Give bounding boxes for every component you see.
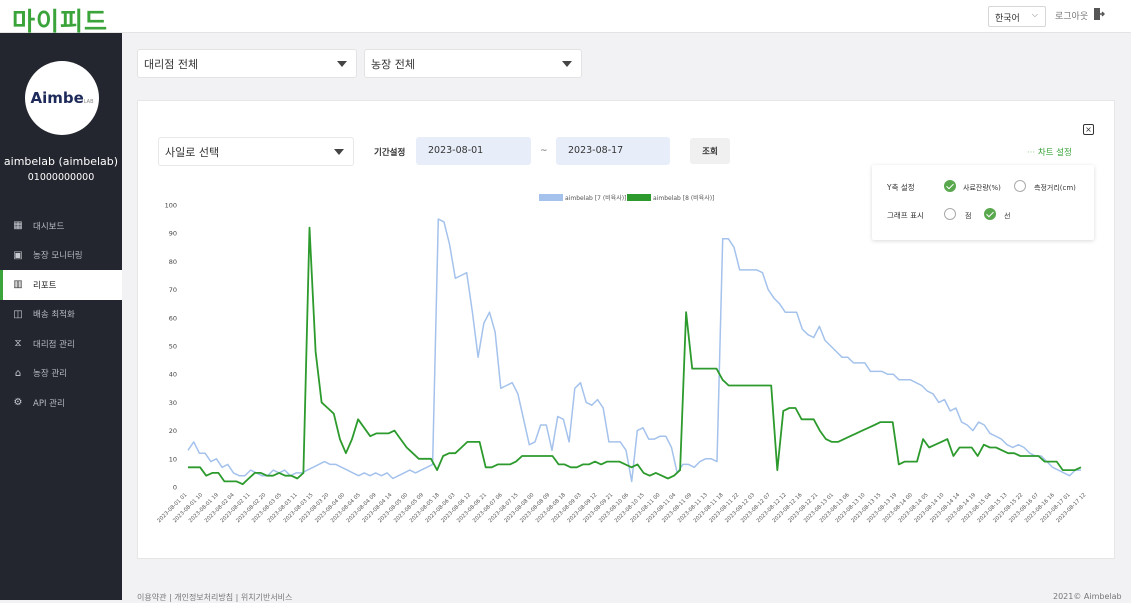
monitor-icon: ▣ [13, 249, 23, 261]
y-tick-label: 20 [169, 427, 177, 435]
sidebar-item-delivery[interactable]: ◫ 배송 최적화 [0, 300, 122, 330]
sidebar-item-agency[interactable]: ⧖ 대리점 관리 [0, 329, 122, 359]
date-to-input[interactable]: 2023-08-17 [556, 137, 670, 165]
language-label: 한국어 [995, 14, 1020, 24]
caret-down-icon [337, 61, 347, 67]
close-icon[interactable]: × [1083, 124, 1094, 135]
graph-option-line-radio[interactable] [984, 208, 996, 220]
y-tick-label: 0 [173, 484, 177, 492]
series-line-silo-8[interactable] [188, 226, 1082, 486]
agency-icon: ⧖ [14, 338, 22, 350]
y-tick-label: 10 [169, 455, 177, 463]
farm-select[interactable]: 농장 전체 [364, 49, 582, 78]
home-icon: ⌂ [14, 367, 22, 379]
chart-setting-link[interactable]: ··· 차트 설정 [1027, 146, 1072, 158]
sidebar: AimbeLAB aimbelab (aimbelab) 01000000000… [0, 33, 122, 600]
y-axis-setting-label: Y축 설정 [887, 183, 915, 192]
legend-label-series-7[interactable]: aimbelab [7 (비육사)] [565, 195, 627, 202]
avatar-logo-sub: LAB [83, 99, 94, 105]
agency-select[interactable]: 대리점 전체 [137, 49, 357, 78]
legend-label-series-8[interactable]: aimbelab [8 (비육사)] [653, 195, 715, 202]
caret-down-icon [334, 149, 344, 155]
silo-select[interactable]: 사일로 선택 [158, 137, 354, 166]
farm-select-value: 농장 전체 [371, 58, 415, 71]
y-tick-label: 70 [169, 286, 177, 294]
sidebar-item-label: 리포트 [33, 280, 57, 291]
sidebar-menu: ▦ 대시보드 ▣ 농장 모니터링 ▥ 리포트 ◫ 배송 최적화 ⧖ 대리점 관리… [0, 211, 122, 418]
footer-links[interactable]: 이용약관 | 개인정보처리방침 | 위치기반서비스 [137, 593, 293, 602]
y-tick-label: 50 [169, 343, 177, 351]
chevron-down-icon: ⌵ [1031, 10, 1038, 19]
y-option-feed-radio[interactable] [944, 180, 956, 192]
period-label: 기간설정 [374, 148, 406, 158]
sidebar-item-label: 농장 모니터링 [33, 251, 83, 262]
graph-option-dot-label: 점 [965, 212, 972, 220]
y-tick-label: 80 [169, 258, 177, 266]
graph-option-line-label: 선 [1004, 212, 1011, 220]
date-from-input[interactable]: 2023-08-01 [416, 137, 531, 165]
y-tick-label: 90 [169, 230, 177, 238]
sidebar-item-farm-monitoring[interactable]: ▣ 농장 모니터링 [0, 241, 122, 271]
sidebar-item-label: 배송 최적화 [33, 310, 75, 321]
y-tick-label: 40 [169, 371, 177, 379]
avatar: AimbeLAB [25, 61, 99, 135]
y-option-feed-label: 사료잔량(%) [963, 184, 1001, 192]
sidebar-item-label: 농장 관리 [33, 369, 67, 380]
search-button[interactable]: 조회 [690, 138, 730, 164]
sidebar-item-dashboard[interactable]: ▦ 대시보드 [0, 211, 122, 241]
silo-select-value: 사일로 선택 [165, 146, 220, 159]
sidebar-item-label: API 관리 [33, 398, 65, 409]
sidebar-item-label: 대시보드 [33, 221, 65, 232]
date-range-separator: ~ [540, 146, 548, 156]
legend-swatch-series-7[interactable] [539, 194, 563, 201]
caret-down-icon [562, 61, 572, 67]
app-logo[interactable]: 마이피드 [12, 7, 109, 36]
agency-select-value: 대리점 전체 [144, 58, 199, 71]
series-line-silo-7[interactable] [187, 218, 1081, 483]
top-bar: 마이피드 한국어 ⌵ 로그아웃 [0, 0, 1131, 36]
report-icon: ▥ [13, 279, 23, 291]
user-phone: 01000000000 [27, 172, 95, 183]
y-option-distance-radio[interactable] [1014, 180, 1026, 192]
x-tick-label: 2023-08-17 12 [1055, 492, 1087, 524]
sidebar-item-farm[interactable]: ⌂ 농장 관리 [0, 359, 122, 389]
y-tick-label: 60 [169, 314, 177, 322]
ellipsis-icon: ··· [1027, 148, 1036, 158]
graph-display-label: 그래프 표시 [887, 211, 924, 220]
logout-link[interactable]: 로그아웃 [1055, 12, 1089, 22]
delivery-icon: ◫ [13, 308, 23, 320]
logout-icon[interactable] [1093, 7, 1105, 21]
chart-setting-label: 차트 설정 [1037, 148, 1072, 158]
y-tick-label: 100 [165, 202, 177, 210]
y-tick-label: 30 [169, 399, 177, 407]
avatar-logo-text: Aimbe [30, 89, 84, 107]
language-select[interactable]: 한국어 ⌵ [988, 6, 1046, 27]
user-name: aimbelab (aimbelab) [3, 155, 119, 168]
sidebar-item-label: 대리점 관리 [33, 339, 75, 350]
y-option-distance-label: 측정거리(cm) [1034, 184, 1076, 192]
chart-settings-panel: Y축 설정 사료잔량(%) 측정거리(cm) 그래프 표시 점 선 [872, 165, 1094, 240]
graph-option-dot-radio[interactable] [944, 208, 956, 220]
legend-swatch-series-8[interactable] [627, 194, 651, 201]
sidebar-item-api[interactable]: ⚙ API 관리 [0, 388, 122, 418]
dashboard-icon: ▦ [13, 220, 23, 232]
footer-copyright: 2021© Aimbelab [1053, 592, 1122, 601]
sidebar-item-report[interactable]: ▥ 리포트 [0, 270, 122, 300]
api-icon: ⚙ [13, 397, 23, 409]
